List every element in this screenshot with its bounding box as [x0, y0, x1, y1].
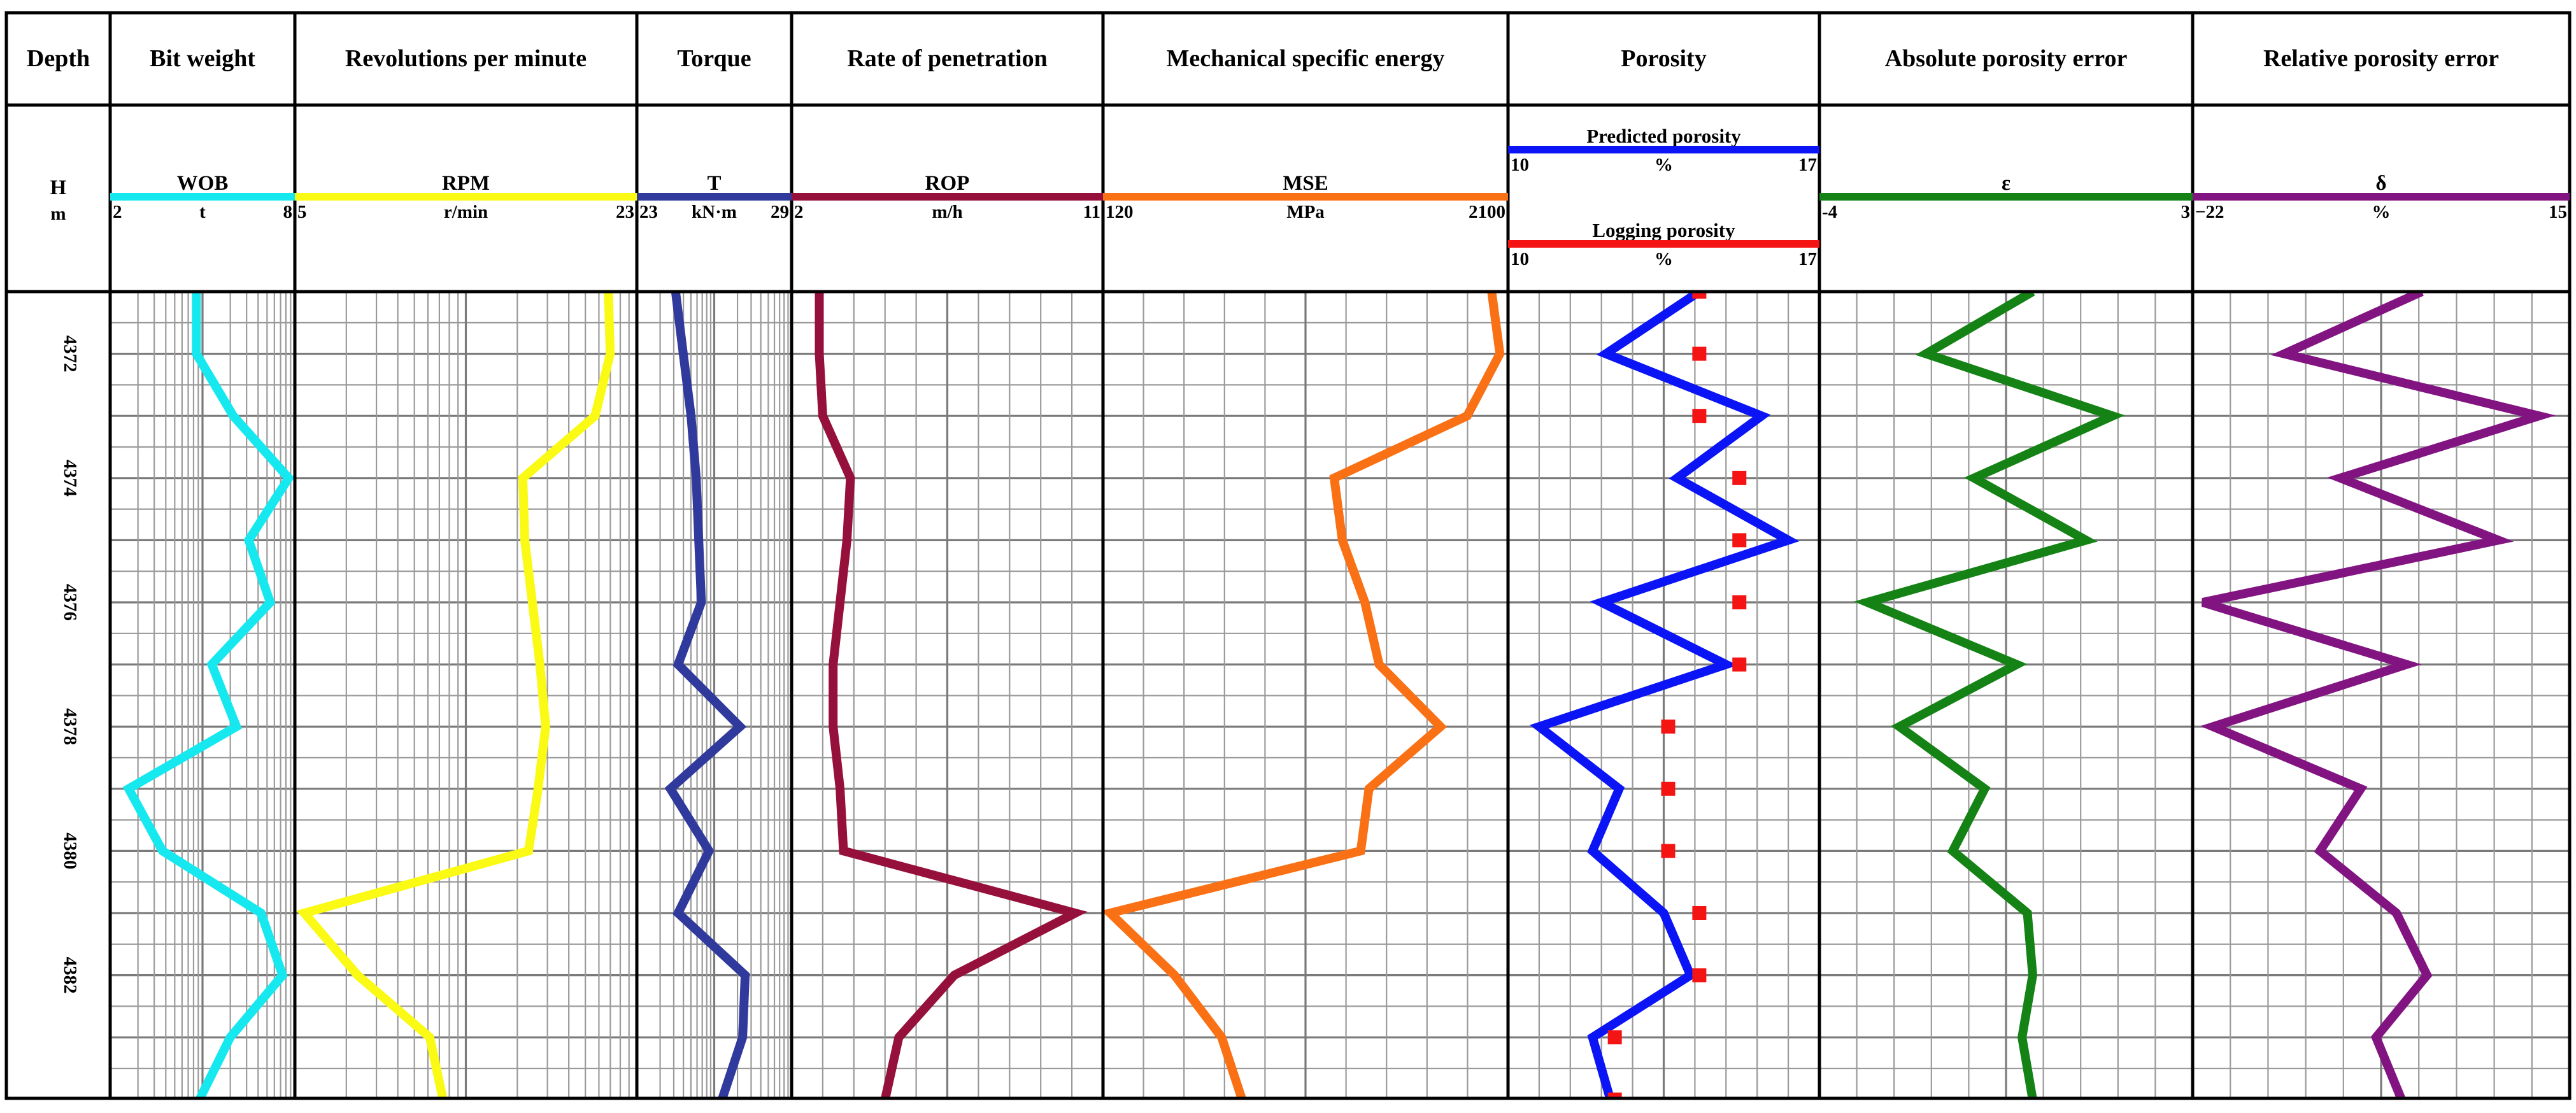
- logging-porosity-point: [1692, 409, 1707, 423]
- track-title-wob: Bit weight: [150, 45, 255, 72]
- track-title-porosity: Porosity: [1621, 45, 1706, 72]
- track-title-abs_error: Absolute porosity error: [1885, 45, 2128, 72]
- logging-porosity-point: [1732, 471, 1747, 485]
- logging-porosity-point: [1692, 292, 1707, 299]
- mnemonic-rpm: RPM: [442, 172, 490, 195]
- track-body-porosity: [1530, 292, 1800, 1098]
- track-title-rel_error: Relative porosity error: [2263, 45, 2499, 72]
- scale-min-label: 2: [113, 202, 122, 222]
- track-body-torque: [664, 292, 750, 1098]
- scale-min-label: 23: [639, 202, 658, 222]
- header-layer: Depth H m Bit weight WOB 2 t 8 Revolutions pe…: [27, 45, 2570, 269]
- depth-tick-label: 4374: [60, 460, 80, 497]
- depth-tick-label: 4372: [60, 336, 80, 372]
- depth-axis-labels: 4372 4374 4376 4378 4380 4382: [60, 336, 80, 994]
- frame-layer: [4, 11, 2572, 1100]
- logging-porosity-point: [1661, 844, 1676, 858]
- scale-unit-label: %: [1654, 249, 1673, 269]
- logging-porosity-point: [1732, 533, 1747, 548]
- curve-abs_error: [1854, 292, 2125, 1098]
- scale-min-label: 120: [1106, 202, 1134, 222]
- logging-porosity-point: [1661, 720, 1676, 734]
- curve-mse: [1103, 292, 1505, 1098]
- scale-max-label: 29: [771, 202, 789, 222]
- depth-track-title: Depth: [27, 45, 90, 72]
- logging-porosity-point: [1692, 906, 1707, 920]
- scale-min-label: -4: [1822, 202, 1837, 222]
- scale-min-label: −22: [2195, 202, 2224, 222]
- logging-porosity-point: [1692, 346, 1707, 361]
- scale-unit-label: kN·m: [692, 202, 737, 222]
- mnemonic-wob: WOB: [177, 172, 229, 195]
- mnemonic-torque: T: [707, 172, 721, 195]
- track-body-wob: [122, 292, 295, 1098]
- scale-unit-label: MPa: [1286, 202, 1325, 222]
- legend-logging-porosity: Logging porosity: [1592, 219, 1735, 241]
- scale-unit-label: m/h: [932, 202, 962, 222]
- scale-max-label: 3: [2181, 202, 2191, 222]
- curve-layer: [122, 292, 2556, 1098]
- depth-tick-label: 4382: [60, 957, 80, 994]
- outer-frame: [4, 11, 2572, 1100]
- curve-wob: [122, 292, 295, 1098]
- track-body-mse: [1103, 292, 1505, 1098]
- logging-porosity-point: [1692, 968, 1707, 982]
- logging-porosity-point: [1661, 781, 1676, 796]
- scale-max-label: 8: [283, 202, 293, 222]
- scale-unit-label: %: [1654, 155, 1673, 175]
- depth-mnemonic: H: [50, 176, 67, 199]
- curve-rop: [815, 292, 1088, 1098]
- logging-porosity-point: [1732, 657, 1747, 672]
- scale-unit-label: t: [199, 202, 206, 222]
- scale-min-label: 2: [794, 202, 804, 222]
- scale-unit-label: r/min: [444, 202, 488, 222]
- depth-tick-label: 4380: [60, 832, 80, 869]
- curve-rpm: [296, 292, 615, 1098]
- scale-max-label: 15: [2549, 202, 2567, 222]
- mnemonic-rel_error: δ: [2375, 172, 2386, 195]
- scale-max-label: 23: [616, 202, 634, 222]
- depth-tick-label: 4378: [60, 708, 80, 745]
- track-title-rop: Rate of penetration: [847, 45, 1047, 72]
- scale-unit-label: %: [2372, 202, 2391, 222]
- scale-min-label: 10: [1511, 249, 1529, 269]
- scale-max-label: 11: [1083, 202, 1100, 222]
- curve-porosity-predicted: [1530, 292, 1800, 1098]
- track-title-torque: Torque: [677, 45, 751, 72]
- depth-unit: m: [50, 204, 66, 224]
- track-body-rop: [815, 292, 1088, 1098]
- scale-min-label: 5: [297, 202, 307, 222]
- mnemonic-mse: MSE: [1283, 172, 1328, 195]
- mnemonic-rop: ROP: [925, 172, 970, 195]
- mnemonic-abs_error: ε: [2002, 172, 2010, 195]
- track-title-rpm: Revolutions per minute: [345, 45, 587, 72]
- track-body-rel_error: [2200, 292, 2556, 1098]
- track-body-abs_error: [1854, 292, 2125, 1098]
- depth-tick-label: 4376: [60, 584, 80, 621]
- scale-max-label: 2100: [1469, 202, 1505, 222]
- track-body-rpm: [296, 292, 615, 1098]
- logging-porosity-point: [1607, 1092, 1622, 1098]
- scale-max-label: 17: [1798, 155, 1817, 175]
- logging-porosity-point: [1732, 595, 1747, 609]
- logging-porosity-point: [1607, 1030, 1622, 1045]
- scale-max-label: 17: [1798, 249, 1817, 269]
- curve-torque: [664, 292, 750, 1098]
- legend-predicted-porosity: Predicted porosity: [1586, 125, 1741, 147]
- curve-rel_error: [2200, 292, 2556, 1098]
- scale-min-label: 10: [1511, 155, 1529, 175]
- track-title-mse: Mechanical specific energy: [1167, 45, 1445, 72]
